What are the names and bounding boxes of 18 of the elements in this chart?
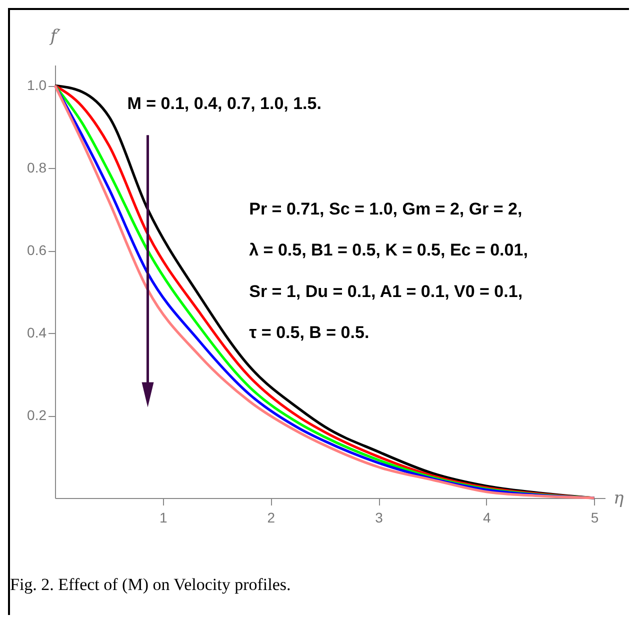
- annotation: τ = 0.5, B = 0.5.: [249, 323, 370, 342]
- annotation: λ = 0.5, B1 = 0.5, K = 0.5, Ec = 0.01,: [249, 240, 528, 260]
- y-tick-label: 0.4: [27, 324, 47, 341]
- x-axis-title: η: [614, 488, 624, 508]
- annotation: M = 0.1, 0.4, 0.7, 1.0, 1.5.: [127, 94, 322, 114]
- x-tick-label: 1: [159, 510, 168, 526]
- x-tick-label: 2: [267, 510, 276, 526]
- x-tick-label: 3: [375, 510, 384, 526]
- y-tick-label: 0.8: [27, 160, 47, 176]
- annotation: Pr = 0.71, Sc = 1.0, Gm = 2, Gr = 2,: [249, 199, 522, 218]
- y-tick-label: 1.0: [27, 77, 47, 94]
- annotation: Sr = 1, Du = 0.1, A1 = 0.1, V0 = 0.1,: [249, 282, 523, 301]
- y-tick-label: 0.2: [27, 407, 47, 424]
- y-tick-label: 0.6: [27, 242, 47, 258]
- x-tick-label: 4: [482, 510, 491, 526]
- y-axis-title: f′: [48, 26, 61, 46]
- text: Fig. 2. Effect of (M) on Velocity profiles.: [10, 575, 291, 594]
- x-tick-label: 5: [590, 510, 599, 526]
